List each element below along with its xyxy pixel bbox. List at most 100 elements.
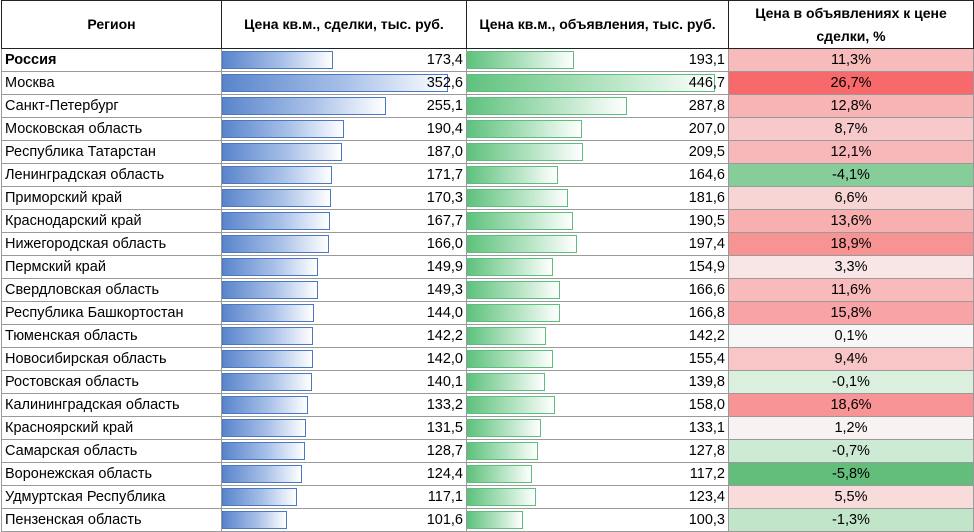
table-row: Свердловская область 149,3 166,6 11,6%: [1, 278, 974, 302]
region-name: Свердловская область: [1, 278, 222, 302]
table-row: Красноярский край 131,5 133,1 1,2%: [1, 416, 974, 440]
ad-price-bar: [467, 488, 536, 506]
region-name: Россия: [1, 48, 222, 72]
header-region: Регион: [1, 0, 222, 49]
ad-price-cell: 209,5: [466, 140, 729, 164]
ad-price-bar: [467, 442, 538, 460]
ratio-value: 9,4%: [728, 347, 974, 371]
ad-price-bar: [467, 511, 523, 529]
deal-price-cell: 167,7: [221, 209, 467, 233]
ad-price-cell: 181,6: [466, 186, 729, 210]
header-ad-price: Цена кв.м., объявления, тыс. руб.: [466, 0, 729, 49]
deal-price-bar: [222, 120, 345, 138]
ratio-value: 12,1%: [728, 140, 974, 164]
ratio-value: 13,6%: [728, 209, 974, 233]
ad-price-bar: [467, 235, 577, 253]
region-name: Красноярский край: [1, 416, 222, 440]
table-row: Воронежская область 124,4 117,2 -5,8%: [1, 462, 974, 486]
region-name: Ростовская область: [1, 370, 222, 394]
deal-price-bar: [222, 488, 298, 506]
table-row: Россия 173,4 193,1 11,3%: [1, 48, 974, 72]
deal-price-bar: [222, 212, 330, 230]
ratio-value: -1,3%: [728, 508, 974, 532]
deal-price-value: 101,6: [426, 512, 463, 528]
deal-price-bar: [222, 511, 288, 529]
table-row: Пермский край 149,9 154,9 3,3%: [1, 255, 974, 279]
deal-price-cell: 255,1: [221, 94, 467, 118]
ad-price-value: 154,9: [688, 259, 725, 275]
deal-price-cell: 142,2: [221, 324, 467, 348]
ad-price-bar: [467, 281, 560, 299]
ad-price-value: 117,2: [689, 466, 725, 482]
ad-price-bar: [467, 258, 554, 276]
ad-price-value: 166,6: [688, 282, 725, 298]
deal-price-cell: 149,3: [221, 278, 467, 302]
ad-price-cell: 193,1: [466, 48, 729, 72]
ad-price-value: 155,4: [688, 351, 725, 367]
ratio-value: -4,1%: [728, 163, 974, 187]
ad-price-cell: 446,7: [466, 71, 729, 95]
deal-price-bar: [222, 166, 333, 184]
region-name: Тюменская область: [1, 324, 222, 348]
region-name: Пензенская область: [1, 508, 222, 532]
ratio-value: 1,2%: [728, 416, 974, 440]
deal-price-bar: [222, 373, 312, 391]
deal-price-value: 133,2: [426, 397, 463, 413]
table-row: Тюменская область 142,2 142,2 0,1%: [1, 324, 974, 348]
ratio-value: 11,3%: [728, 48, 974, 72]
deal-price-bar: [222, 327, 314, 345]
ratio-value: -0,1%: [728, 370, 974, 394]
ad-price-cell: 155,4: [466, 347, 729, 371]
deal-price-cell: 144,0: [221, 301, 467, 325]
region-name: Санкт-Петербург: [1, 94, 222, 118]
deal-price-bar: [222, 51, 334, 69]
ad-price-cell: 190,5: [466, 209, 729, 233]
deal-price-bar: [222, 235, 329, 253]
ratio-value: 0,1%: [728, 324, 974, 348]
ad-price-bar: [467, 120, 582, 138]
ratio-value: 26,7%: [728, 71, 974, 95]
deal-price-value: 128,7: [426, 443, 463, 459]
table-row: Ленинградская область 171,7 164,6 -4,1%: [1, 163, 974, 187]
deal-price-cell: 133,2: [221, 393, 467, 417]
ratio-value: 12,8%: [728, 94, 974, 118]
deal-price-value: 166,0: [426, 236, 463, 252]
deal-price-value: 142,0: [426, 351, 463, 367]
table-row: Московская область 190,4 207,0 8,7%: [1, 117, 974, 141]
deal-price-value: 149,3: [426, 282, 463, 298]
deal-price-bar: [222, 304, 315, 322]
region-name: Республика Татарстан: [1, 140, 222, 164]
ad-price-cell: 166,6: [466, 278, 729, 302]
region-name: Калининградская область: [1, 393, 222, 417]
deal-price-cell: 142,0: [221, 347, 467, 371]
ad-price-cell: 197,4: [466, 232, 729, 256]
deal-price-cell: 149,9: [221, 255, 467, 279]
ad-price-value: 139,8: [688, 374, 725, 390]
ad-price-bar: [467, 465, 533, 483]
ad-price-cell: 100,3: [466, 508, 729, 532]
deal-price-bar: [222, 465, 302, 483]
ratio-value: 18,9%: [728, 232, 974, 256]
table-row: Республика Башкортостан 144,0 166,8 15,8%: [1, 301, 974, 325]
ad-price-cell: 142,2: [466, 324, 729, 348]
deal-price-cell: 352,6: [221, 71, 467, 95]
deal-price-value: 144,0: [426, 305, 463, 321]
table-row: Самарская область 128,7 127,8 -0,7%: [1, 439, 974, 463]
deal-price-bar: [222, 281, 318, 299]
table-row: Нижегородская область 166,0 197,4 18,9%: [1, 232, 974, 256]
ad-price-value: 100,3: [688, 512, 725, 528]
ad-price-value: 181,6: [688, 190, 725, 206]
ad-price-bar: [467, 166, 559, 184]
ad-price-value: 190,5: [688, 213, 725, 229]
ad-price-value: 209,5: [688, 144, 725, 160]
deal-price-bar: [222, 350, 314, 368]
table-row: Республика Татарстан 187,0 209,5 12,1%: [1, 140, 974, 164]
table-row: Краснодарский край 167,7 190,5 13,6%: [1, 209, 974, 233]
ratio-value: 6,6%: [728, 186, 974, 210]
deal-price-cell: 187,0: [221, 140, 467, 164]
table-row: Ростовская область 140,1 139,8 -0,1%: [1, 370, 974, 394]
deal-price-value: 167,7: [426, 213, 463, 229]
deal-price-value: 149,9: [426, 259, 463, 275]
region-name: Республика Башкортостан: [1, 301, 222, 325]
deal-price-bar: [222, 97, 386, 115]
